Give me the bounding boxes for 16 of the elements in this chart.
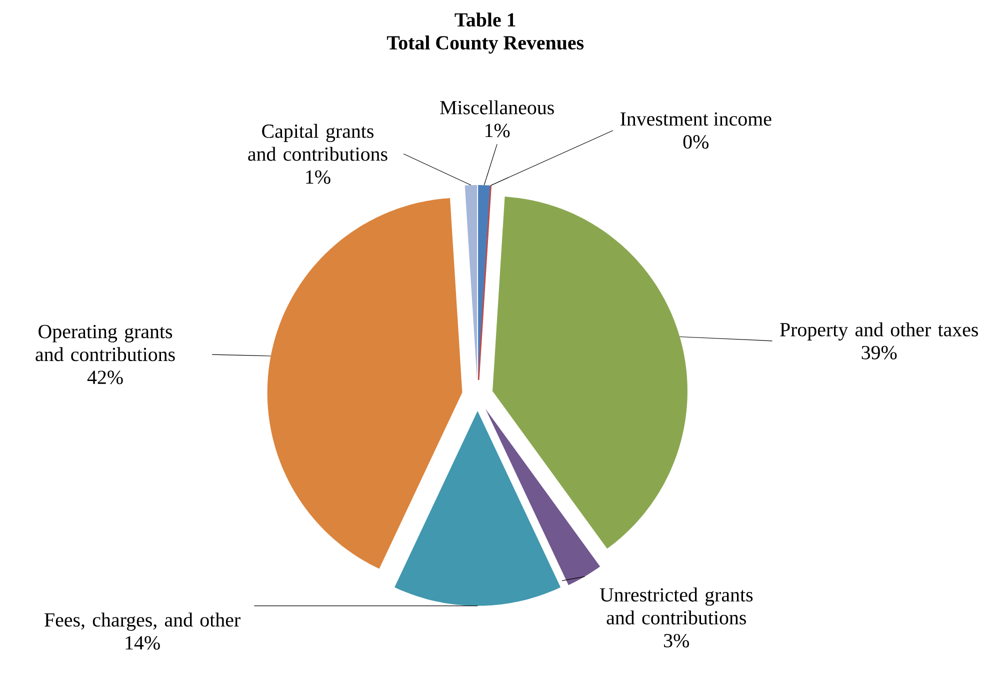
text: 0%	[683, 135, 708, 149]
chart-title: Table 1	[454, 12, 516, 27]
category-label: Investment income	[620, 112, 772, 126]
data-label: 3%	[664, 634, 689, 648]
data-label: 42%	[87, 370, 123, 384]
slice-label: Capital grants and contributions	[248, 124, 388, 161]
data-label: 1%	[306, 170, 330, 184]
chart-subtitle: Total County Revenues	[386, 35, 584, 54]
slice-label: Unrestricted grants and contributions	[600, 588, 753, 624]
data-label: 14%	[126, 636, 160, 650]
slice-label: Miscellaneous	[440, 100, 554, 114]
slice-label: Property and other taxes	[780, 322, 978, 341]
data-label: 1%	[486, 124, 510, 138]
data-label: 39%	[862, 346, 897, 360]
slice-label: Operating grants and contributions	[36, 324, 175, 362]
slice-label: Fees, charges, and other	[44, 612, 240, 631]
